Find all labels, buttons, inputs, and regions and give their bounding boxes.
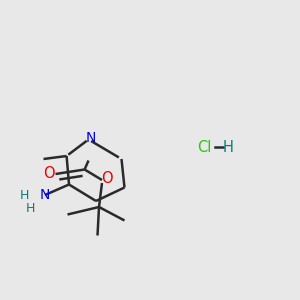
Text: O: O bbox=[43, 167, 55, 182]
Text: H: H bbox=[223, 140, 233, 154]
Text: H: H bbox=[19, 189, 29, 202]
Text: H: H bbox=[25, 202, 35, 215]
Text: Cl: Cl bbox=[197, 140, 211, 154]
Text: N: N bbox=[40, 188, 50, 202]
Text: O: O bbox=[102, 171, 113, 186]
Text: N: N bbox=[85, 131, 96, 145]
